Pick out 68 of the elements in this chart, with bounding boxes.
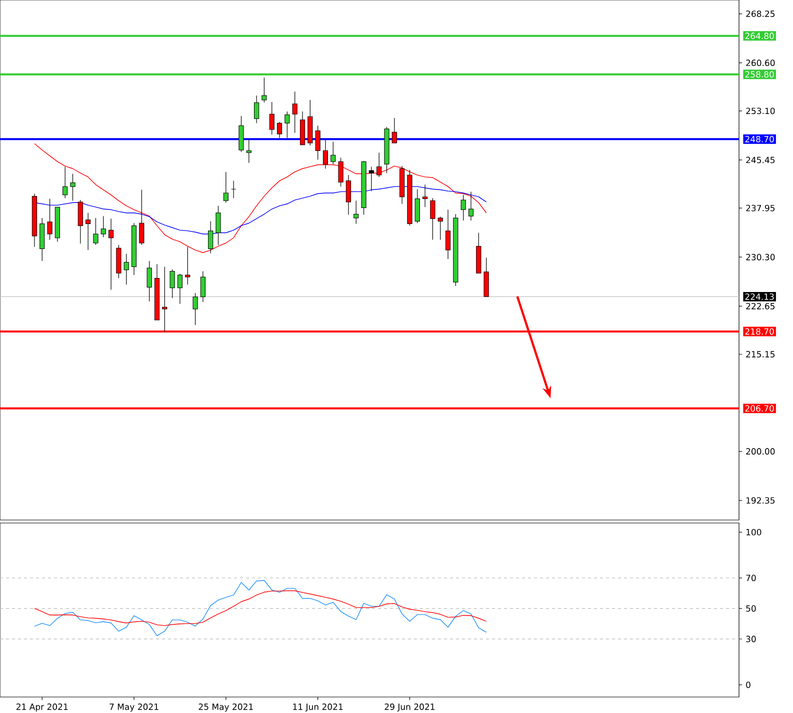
ref-line-label: 248.70 — [745, 136, 774, 142]
candlestick — [269, 102, 274, 135]
candlestick — [93, 218, 98, 246]
candlestick — [86, 212, 91, 250]
y-tick-label: 260.60 — [746, 60, 775, 66]
candlestick — [392, 118, 397, 144]
candlestick — [192, 292, 198, 326]
candlestick — [170, 268, 175, 298]
candlestick — [430, 198, 436, 240]
candlestick — [208, 220, 214, 254]
candlestick — [292, 91, 298, 134]
candlestick — [438, 216, 443, 240]
ref-line-label: 224.13 — [745, 293, 774, 300]
y-tick-label: 253.10 — [746, 108, 775, 114]
candlestick — [124, 254, 129, 285]
candlestick — [177, 273, 183, 304]
y-tick-label: 50 — [746, 605, 756, 612]
y-tick-label: 237.95 — [746, 204, 775, 212]
y-tick-label: 30 — [746, 636, 756, 642]
y-tick-label: 192.35 — [746, 497, 775, 504]
line-series — [34, 580, 487, 636]
candlestick — [422, 184, 428, 208]
y-tick-label: 230.30 — [746, 254, 775, 260]
y-tick-label: 200.00 — [746, 448, 775, 455]
ref-line-label: 258.80 — [745, 71, 774, 78]
y-tick-label: 245.45 — [746, 156, 775, 164]
y-tick-label: 0 — [746, 682, 750, 688]
x-tick-label: 29 Jun 2021 — [384, 704, 434, 712]
candlestick — [70, 173, 76, 201]
candlestick — [100, 216, 106, 238]
candlestick — [414, 188, 420, 224]
candlestick — [223, 172, 228, 203]
ref-line-label: 218.70 — [745, 328, 774, 335]
candlestick — [231, 180, 236, 198]
candlestick — [78, 200, 83, 244]
candlestick — [246, 139, 252, 164]
y-tick-label: 215.15 — [746, 351, 775, 358]
candlestick — [338, 157, 344, 187]
y-tick-label: 222.65 — [746, 302, 775, 310]
candlestick — [108, 218, 114, 290]
x-tick-label: 7 May 2021 — [110, 704, 158, 712]
candlestick — [315, 125, 320, 160]
candlestick — [354, 200, 359, 224]
ref-line-label: 206.70 — [745, 405, 774, 412]
candlestick — [139, 189, 144, 246]
candlestick — [368, 166, 374, 192]
x-tick-label: 21 Apr 2021 — [16, 704, 68, 712]
y-tick-label: 100 — [746, 528, 762, 536]
candlestick — [47, 198, 52, 240]
candlestick — [284, 111, 290, 138]
candlestick — [445, 209, 451, 260]
y-tick-label: 70 — [746, 574, 756, 582]
candlestick — [346, 174, 351, 216]
candlestick — [276, 122, 282, 138]
candlestick — [330, 141, 336, 164]
y-tick-label: 268.25 — [746, 10, 775, 17]
candlestick — [200, 270, 206, 302]
x-tick-label: 11 Jun 2021 — [293, 704, 343, 712]
candlestick — [262, 77, 267, 103]
candlestick — [146, 260, 152, 302]
candlestick — [216, 206, 221, 246]
candlestick — [254, 95, 260, 124]
x-tick-label: 25 May 2021 — [198, 704, 253, 712]
candlestick — [460, 194, 466, 221]
ref-line-label: 264.80 — [745, 32, 774, 40]
candlestick — [62, 166, 68, 198]
candlestick — [376, 152, 382, 178]
candlestick — [468, 191, 474, 221]
